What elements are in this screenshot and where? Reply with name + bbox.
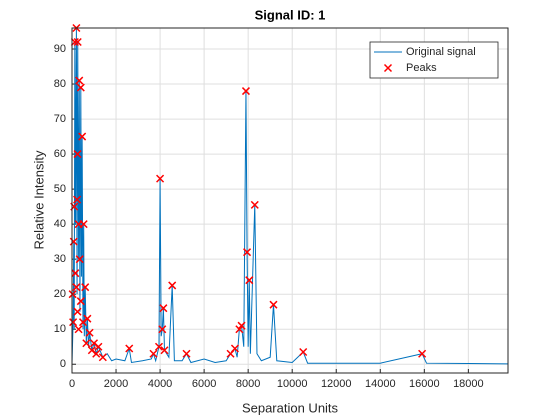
peak-marker (92, 349, 101, 358)
legend-label: Original signal (406, 46, 476, 58)
peak-marker (237, 321, 246, 330)
y-tick-label: 40 (54, 218, 66, 230)
peak-marker (74, 325, 83, 334)
peak-marker (71, 269, 80, 278)
peak-marker (85, 328, 94, 337)
y-tick-label: 90 (54, 43, 66, 55)
x-tick-label: 18000 (453, 378, 484, 390)
y-tick-label: 70 (54, 113, 66, 125)
legend-label: Peaks (406, 62, 437, 74)
peak-marker (125, 344, 134, 353)
peak-marker (72, 283, 81, 292)
chart-title: Signal ID: 1 (255, 7, 326, 22)
peak-marker (245, 276, 254, 285)
peak-marker (149, 349, 158, 358)
y-axis-label: Relative Intensity (31, 150, 46, 249)
peak-marker (73, 150, 82, 159)
y-tick-label: 60 (54, 148, 66, 160)
x-tick-label: 12000 (321, 378, 352, 390)
peak-marker (75, 76, 84, 85)
peak-marker (69, 237, 78, 246)
peak-marker (73, 37, 82, 47)
peak-marker (98, 353, 107, 362)
peak-marker (81, 283, 90, 292)
peak-marker (158, 325, 167, 334)
y-tick-label: 80 (54, 78, 66, 90)
peak-marker (269, 300, 278, 309)
peak-marker (73, 195, 82, 204)
peak-marker (70, 37, 79, 47)
peak-marker (182, 349, 191, 358)
x-tick-label: 14000 (365, 378, 396, 390)
peak-marker (418, 349, 427, 358)
peak-marker (76, 83, 85, 92)
peak-marker (230, 344, 239, 353)
peak-marker (168, 281, 177, 290)
legend-marker (383, 63, 393, 73)
x-tick-label: 10000 (277, 378, 308, 390)
peak-marker (241, 87, 250, 96)
peak-marker (159, 304, 168, 313)
peak-marker (68, 290, 77, 299)
x-tick-label: 2000 (104, 378, 128, 390)
peak-marker (154, 342, 164, 351)
x-tick-label: 6000 (192, 378, 216, 390)
y-tick-label: 30 (54, 253, 66, 265)
y-tick-label: 50 (54, 183, 66, 195)
x-tick-label: 0 (69, 378, 75, 390)
y-tick-label: 20 (54, 288, 66, 300)
y-tick-label: 0 (60, 358, 66, 370)
peak-marker (94, 342, 103, 351)
x-tick-label: 8000 (236, 378, 260, 390)
peak-marker (79, 220, 88, 229)
axes-box (71, 27, 509, 374)
peak-marker (243, 248, 252, 257)
peak-marker (78, 132, 87, 141)
peak-marker (156, 174, 165, 183)
peak-marker (83, 314, 92, 323)
x-tick-label: 4000 (148, 378, 172, 390)
peak-marker (299, 347, 308, 357)
x-tick-label: 16000 (409, 378, 440, 390)
peak-marker (75, 255, 84, 264)
peak-marker (250, 200, 259, 209)
legend-box (369, 41, 499, 79)
peak-marker (76, 297, 85, 306)
peak-marker (82, 339, 91, 348)
y-tick-label: 10 (54, 323, 66, 335)
peak-marker (73, 307, 82, 316)
peak-marker (69, 318, 78, 327)
x-axis-label: Separation Units (242, 400, 339, 415)
peak-marker (160, 346, 169, 355)
